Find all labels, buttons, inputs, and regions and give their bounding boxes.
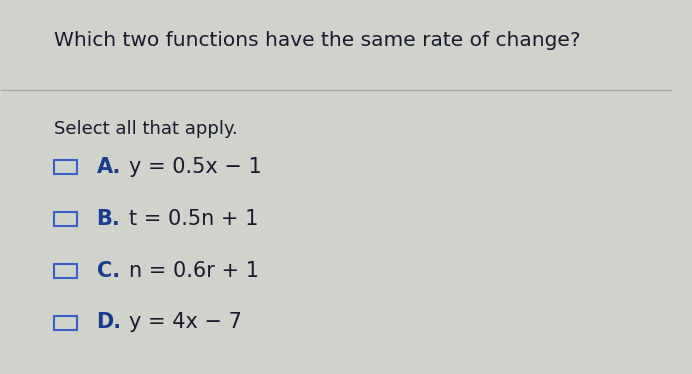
Text: n = 0.6r + 1: n = 0.6r + 1 xyxy=(129,261,260,280)
Text: Which two functions have the same rate of change?: Which two functions have the same rate o… xyxy=(54,31,581,50)
Text: y = 0.5x − 1: y = 0.5x − 1 xyxy=(129,157,262,177)
Text: Select all that apply.: Select all that apply. xyxy=(54,120,237,138)
Text: C.: C. xyxy=(96,261,120,280)
Text: A.: A. xyxy=(96,157,121,177)
Text: B.: B. xyxy=(96,209,120,229)
Text: D.: D. xyxy=(96,313,122,332)
Text: t = 0.5n + 1: t = 0.5n + 1 xyxy=(129,209,259,229)
Text: y = 4x − 7: y = 4x − 7 xyxy=(129,313,242,332)
